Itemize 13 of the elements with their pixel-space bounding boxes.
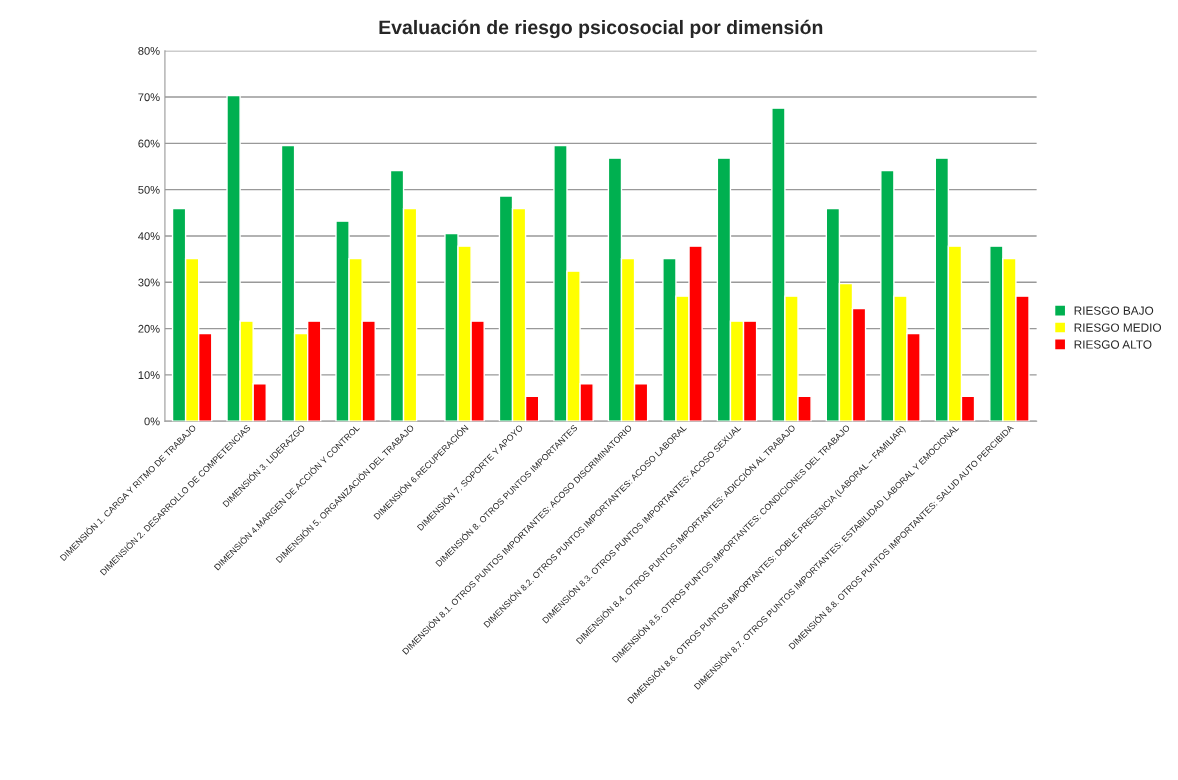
y-tick-label: 70% <box>138 93 160 102</box>
y-tick-label: 40% <box>138 232 160 241</box>
legend-label: RIESGO ALTO <box>1074 340 1152 349</box>
legend-label: RIESGO MEDIO <box>1074 323 1162 332</box>
y-tick-label: 0% <box>144 417 160 426</box>
y-tick-label: 20% <box>138 324 160 333</box>
legend-label: RIESGO BAJO <box>1074 306 1154 315</box>
chart-title: Evaluación de riesgo psicosocial por dimensión <box>379 19 823 39</box>
y-tick-label: 50% <box>138 185 160 194</box>
y-tick-label: 80% <box>138 46 160 55</box>
y-tick-label: 30% <box>138 278 160 287</box>
y-tick-label: 10% <box>138 371 160 380</box>
y-tick-label: 60% <box>138 139 160 148</box>
